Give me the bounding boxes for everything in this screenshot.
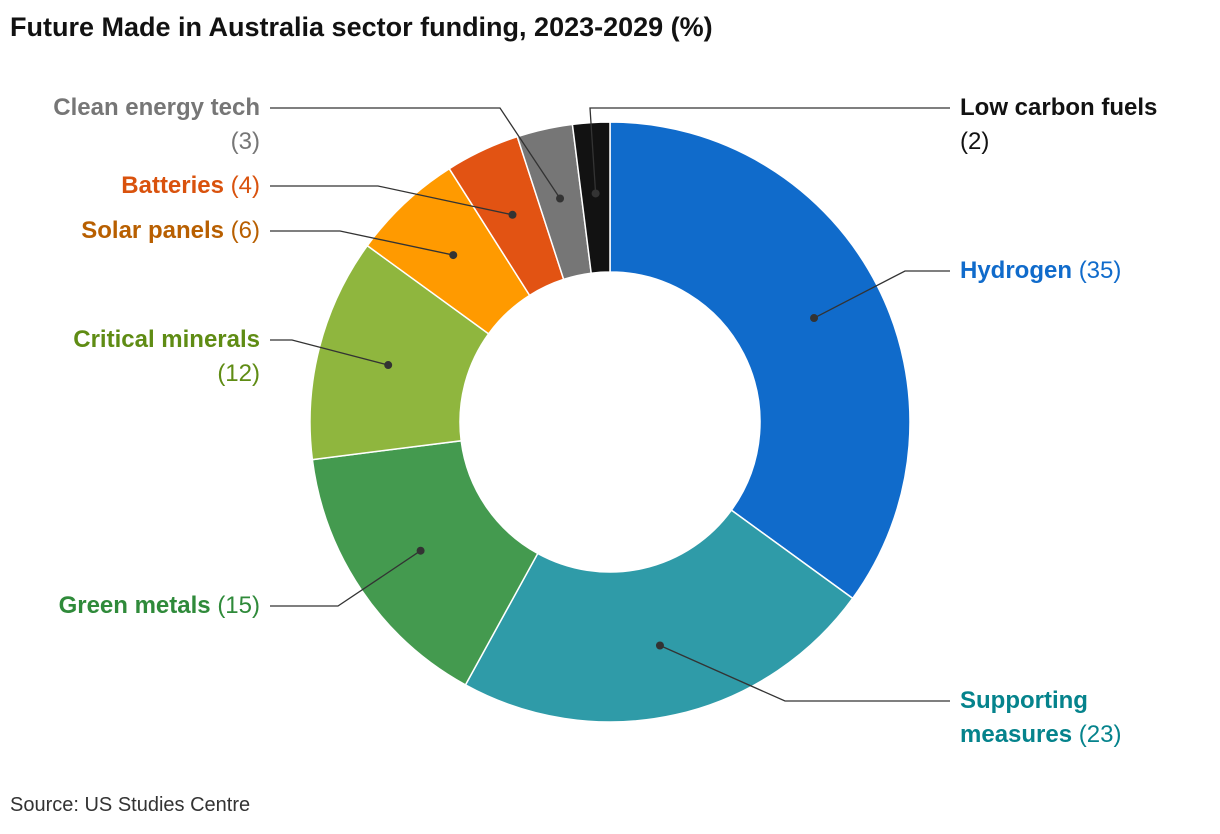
- slice-hydrogen: [609, 121, 911, 600]
- leader-line-low-carbon-fuels: [589, 107, 950, 194]
- leader-dot-green-metals: [416, 546, 425, 555]
- label-solar-panels: Solar panels (6): [81, 214, 260, 248]
- chart-title: Future Made in Australia sector funding,…: [10, 12, 713, 42]
- label-value: (4): [230, 172, 260, 199]
- label-name: Critical minerals: [73, 326, 260, 353]
- leader-line-batteries: [270, 185, 513, 216]
- label-low-carbon-fuels: Low carbon fuels (2): [960, 91, 1157, 159]
- label-green-metals: Green metals (15): [59, 589, 260, 623]
- leader-lines-group: [270, 107, 950, 702]
- label-name: Clean energy tech: [53, 94, 260, 121]
- slice-green-metals: [311, 439, 539, 686]
- label-supporting-measures: Supporting measures (23): [960, 684, 1121, 752]
- label-name: Solar panels: [81, 217, 224, 244]
- leader-dot-supporting-measures: [655, 641, 664, 650]
- label-name: Batteries: [121, 172, 224, 199]
- label-value: (12): [217, 360, 260, 387]
- label-name: Green metals: [58, 592, 211, 619]
- label-value: (2): [960, 128, 990, 155]
- slice-supporting-measures: [464, 509, 854, 723]
- leader-dot-clean-energy-tech: [556, 194, 565, 203]
- leader-line-critical-minerals: [270, 339, 389, 366]
- label-critical-minerals: Critical minerals (12): [73, 323, 260, 391]
- leader-dot-hydrogen: [810, 314, 819, 323]
- leader-dot-solar-panels: [449, 251, 458, 260]
- label-value: (3): [230, 128, 260, 155]
- leader-line-solar-panels: [270, 230, 454, 256]
- label-name: Low carbon fuels: [960, 94, 1158, 121]
- leader-dot-low-carbon-fuels: [591, 189, 600, 198]
- slices-group: [309, 121, 911, 723]
- leader-line-green-metals: [270, 550, 421, 607]
- leader-line-clean-energy-tech: [270, 107, 561, 199]
- label-value: (6): [230, 217, 260, 244]
- label-clean-energy-tech: Clean energy tech (3): [53, 91, 260, 159]
- source-note: Source: US Studies Centre: [10, 794, 251, 816]
- label-batteries: Batteries (4): [121, 169, 260, 203]
- label-value: (15): [217, 592, 260, 619]
- label-value: (35): [1078, 257, 1122, 284]
- label-name: Hydrogen: [960, 257, 1073, 284]
- leader-dot-critical-minerals: [384, 361, 393, 370]
- label-value: (23): [1078, 721, 1122, 748]
- label-name: Supporting measures: [960, 687, 1088, 748]
- label-hydrogen: Hydrogen (35): [960, 254, 1121, 288]
- slice-low-carbon-fuels: [571, 121, 611, 275]
- leader-line-hydrogen: [813, 270, 950, 319]
- leader-dot-batteries: [508, 210, 517, 219]
- leader-line-supporting-measures: [659, 644, 950, 702]
